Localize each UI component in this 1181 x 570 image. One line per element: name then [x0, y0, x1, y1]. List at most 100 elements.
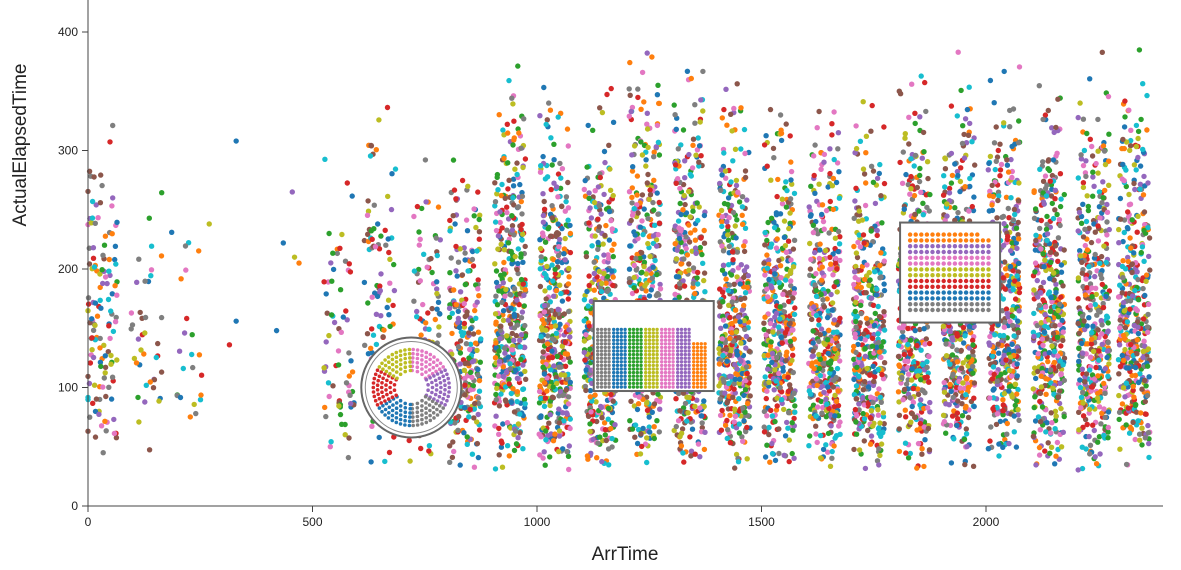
data-point	[732, 223, 738, 229]
data-point	[742, 290, 749, 296]
data-point	[786, 458, 792, 465]
data-point	[476, 427, 483, 433]
data-point	[831, 156, 837, 163]
data-point	[766, 257, 772, 263]
data-point	[514, 297, 520, 303]
data-point	[492, 311, 499, 317]
data-point	[700, 68, 706, 75]
data-point	[816, 365, 823, 372]
data-point	[562, 351, 568, 357]
data-point	[632, 434, 638, 440]
data-point	[692, 102, 698, 108]
data-point	[739, 212, 745, 218]
data-point	[629, 168, 636, 174]
data-point	[562, 235, 568, 242]
data-point	[743, 377, 749, 384]
data-point	[905, 181, 911, 188]
data-point	[774, 354, 780, 360]
data-point	[690, 208, 696, 214]
data-point	[406, 437, 412, 444]
data-point	[834, 279, 840, 285]
data-point	[591, 270, 597, 277]
data-point	[169, 229, 175, 235]
data-point	[416, 242, 422, 248]
data-point	[610, 119, 617, 126]
data-point	[718, 325, 724, 331]
data-point	[110, 122, 116, 129]
data-point	[476, 216, 482, 223]
data-point	[644, 126, 651, 132]
data-point	[556, 428, 563, 434]
data-point	[718, 427, 725, 433]
data-point	[861, 416, 868, 422]
data-point	[474, 299, 480, 305]
data-point	[656, 152, 663, 158]
data-point	[877, 262, 883, 269]
data-point	[566, 274, 572, 280]
data-point	[584, 453, 591, 459]
data-point	[676, 281, 683, 287]
data-point	[909, 403, 915, 410]
data-point	[471, 415, 477, 421]
data-point	[520, 446, 526, 452]
data-point	[747, 393, 753, 399]
data-point	[879, 220, 885, 226]
data-point	[346, 261, 352, 267]
data-point	[673, 180, 679, 186]
data-point	[543, 327, 549, 333]
data-point	[562, 363, 569, 369]
points-layer	[85, 47, 1153, 473]
data-point	[537, 283, 544, 290]
data-point	[696, 159, 702, 165]
data-point	[824, 401, 830, 407]
data-point	[650, 233, 657, 239]
data-point	[558, 290, 564, 297]
data-point	[743, 428, 749, 435]
data-point	[921, 149, 927, 155]
data-point	[829, 132, 835, 138]
data-point	[457, 361, 463, 367]
data-point	[740, 405, 746, 411]
data-point	[537, 313, 543, 319]
data-point	[588, 215, 595, 221]
data-point	[100, 280, 106, 287]
data-point	[381, 327, 387, 333]
data-point	[630, 164, 636, 170]
data-point	[781, 452, 787, 458]
data-point	[673, 423, 679, 430]
data-point	[791, 311, 798, 318]
data-point	[787, 382, 793, 388]
data-point	[682, 175, 688, 181]
data-point	[371, 202, 377, 208]
data-point	[773, 210, 780, 216]
data-point	[565, 453, 572, 459]
data-point	[720, 376, 726, 382]
data-point	[806, 204, 812, 210]
data-point	[597, 174, 603, 181]
data-point	[686, 151, 692, 158]
data-point	[507, 361, 513, 367]
data-point	[717, 180, 723, 187]
data-point	[509, 330, 515, 337]
data-point	[690, 265, 697, 271]
data-point	[369, 294, 375, 300]
data-point	[692, 451, 698, 457]
data-point	[834, 289, 840, 295]
data-point	[564, 448, 570, 455]
data-point	[657, 281, 663, 288]
data-point	[511, 311, 517, 318]
data-point	[391, 287, 398, 294]
data-point	[764, 388, 770, 394]
data-point	[541, 84, 547, 91]
data-point	[742, 150, 748, 157]
data-point	[454, 273, 460, 279]
data-point	[647, 429, 653, 435]
data-point	[497, 219, 503, 226]
data-point	[924, 374, 930, 380]
data-point	[681, 283, 688, 289]
data-point	[541, 449, 547, 455]
data-point	[673, 126, 679, 132]
data-point	[549, 203, 555, 209]
data-point	[772, 367, 778, 373]
data-point	[634, 440, 641, 447]
